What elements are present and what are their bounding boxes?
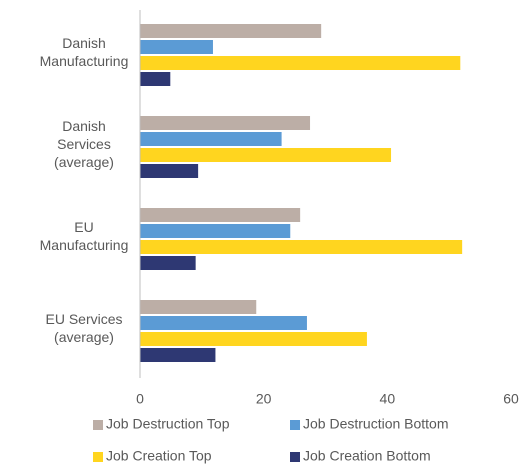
bar	[140, 332, 367, 346]
bar	[140, 56, 461, 70]
legend-swatch	[290, 452, 300, 462]
bar	[140, 240, 463, 254]
bar	[140, 316, 307, 330]
category-label: Danish Manufacturing	[39, 35, 129, 69]
legend-label: Job Creation Bottom	[303, 448, 431, 464]
legend-label: Job Creation Top	[106, 448, 212, 464]
category-label: EU Manufacturing	[39, 219, 129, 253]
bar	[140, 224, 291, 238]
bar	[140, 40, 213, 54]
x-tick-label: 0	[136, 391, 144, 407]
x-tick-label: 60	[503, 391, 519, 407]
bar	[140, 116, 311, 130]
category-label: Danish Services (average)	[54, 118, 114, 170]
bar	[140, 148, 392, 162]
bar	[140, 24, 322, 38]
legend-label: Job Destruction Top	[106, 416, 230, 432]
bar	[140, 164, 199, 178]
bar	[140, 256, 196, 270]
bar	[140, 132, 282, 146]
legend-swatch	[93, 452, 103, 462]
legend-swatch	[290, 420, 300, 430]
bar	[140, 300, 257, 314]
bar	[140, 208, 301, 222]
category-label: EU Services (average)	[45, 311, 123, 345]
legend-label: Job Destruction Bottom	[303, 416, 449, 432]
legend-swatch	[93, 420, 103, 430]
bar	[140, 72, 171, 86]
bar	[140, 348, 216, 362]
x-tick-label: 40	[380, 391, 396, 407]
x-tick-label: 20	[256, 391, 272, 407]
